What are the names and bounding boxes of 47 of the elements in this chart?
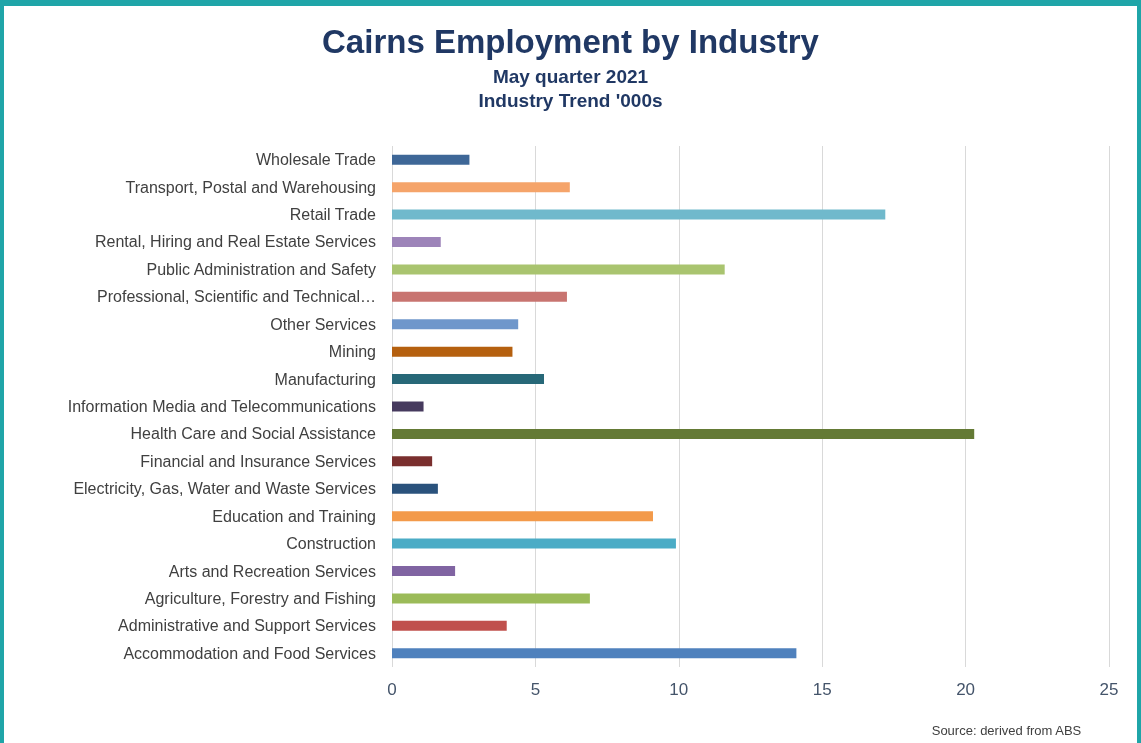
y-tick-label: Construction [286, 535, 376, 553]
bar [392, 620, 507, 631]
bar [392, 319, 519, 330]
y-tick-label: Administrative and Support Services [118, 617, 376, 635]
x-tick-label: 15 [812, 680, 832, 699]
y-tick-label: Manufacturing [274, 370, 376, 388]
x-tick-label: 5 [530, 680, 541, 699]
y-tick-label: Rental, Hiring and Real Estate Services [94, 233, 376, 251]
x-tick-label: 25 [1099, 680, 1119, 699]
bar [392, 511, 653, 522]
bar [392, 401, 424, 412]
x-tick-label: 20 [956, 680, 976, 699]
y-tick-label: Wholesale Trade [255, 151, 377, 169]
bar [392, 291, 567, 302]
y-tick-label: Arts and Recreation Services [168, 562, 376, 580]
y-tick-label: Accommodation and Food Services [123, 644, 376, 662]
bar [392, 154, 470, 165]
bar [392, 566, 456, 577]
y-tick-label: Public Administration and Safety [146, 260, 376, 278]
chart-title: Cairns Employment by Industry [322, 23, 820, 60]
x-tick-label: 10 [669, 680, 689, 699]
y-tick-label: Agriculture, Forestry and Fishing [144, 589, 376, 607]
y-tick-label: Health Care and Social Assistance [130, 425, 377, 443]
bar [392, 538, 676, 549]
y-tick-label: Transport, Postal and Warehousing [125, 178, 376, 196]
y-tick-label: Electricity, Gas, Water and Waste Services [73, 480, 376, 498]
y-tick-label: Other Services [270, 315, 376, 333]
bar [392, 593, 590, 604]
bar [392, 236, 441, 247]
bar [392, 264, 725, 275]
y-tick-label: Information Media and Telecommunications [67, 398, 376, 415]
bar [392, 456, 433, 467]
source-note: Source: derived from ABS [931, 723, 1082, 738]
bar [392, 346, 513, 357]
y-tick-label: Mining [328, 343, 376, 361]
chart-subtitle: May quarter 2021 Industry Trend '000s [478, 65, 663, 111]
y-tick-label: Education and Training [212, 507, 376, 525]
bar [392, 483, 438, 494]
bar [392, 428, 975, 439]
bar [392, 374, 544, 385]
y-tick-label: Financial and Insurance Services [140, 452, 376, 470]
x-tick-label: 0 [387, 680, 397, 699]
y-tick-label: Retail Trade [289, 206, 377, 224]
bar [392, 182, 570, 193]
y-tick-label: Professional, Scientific and Technical… [97, 288, 376, 306]
bar [392, 648, 797, 659]
bar [392, 209, 886, 220]
